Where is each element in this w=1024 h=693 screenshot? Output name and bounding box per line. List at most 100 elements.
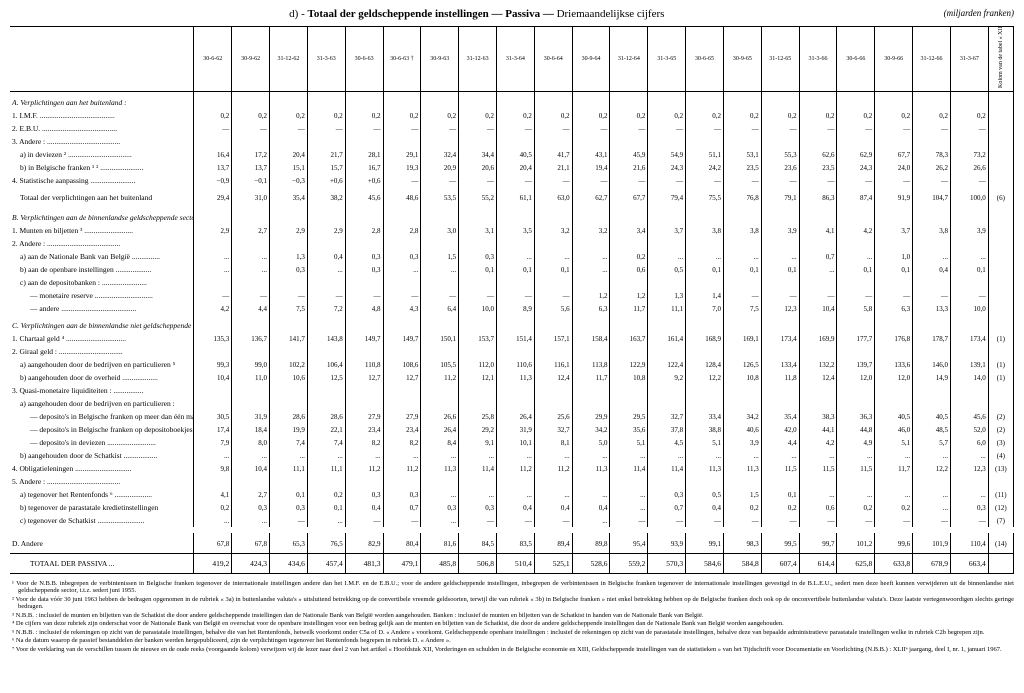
cell: 101,2	[837, 534, 875, 554]
col-header: 30-9-63	[421, 27, 459, 92]
section-label: B. Verplichtingen aan de binnenlandse ge…	[10, 207, 194, 224]
cell: 28,1	[345, 148, 383, 161]
cell	[913, 315, 951, 332]
header-row: d) - Totaal der geldscheppende instellin…	[10, 8, 1014, 20]
cell: 11,5	[837, 462, 875, 475]
note-cell: (7)	[988, 514, 1013, 527]
cell	[723, 475, 761, 488]
cell	[270, 397, 308, 410]
note-cell	[988, 475, 1013, 488]
cell: 1,2	[610, 289, 648, 302]
cell: 122,9	[610, 358, 648, 371]
cell: 0,2	[307, 109, 345, 122]
cell: 14,9	[913, 371, 951, 384]
col-header: 30-6-66	[837, 27, 875, 92]
cell: 584,8	[723, 554, 761, 574]
cell: ...	[950, 250, 988, 263]
cell	[383, 475, 421, 488]
footnote-line: ⁷ Voor de verklaring van de verschillen …	[18, 646, 1014, 653]
cell	[383, 237, 421, 250]
note-cell	[988, 207, 1013, 224]
cell: 10,6	[270, 371, 308, 384]
cell: ...	[913, 488, 951, 501]
cell: 0,2	[875, 109, 913, 122]
cell: 3,9	[723, 436, 761, 449]
cell: —	[459, 514, 497, 527]
cell: 99,5	[761, 534, 799, 554]
note-cell	[988, 345, 1013, 358]
cell	[837, 135, 875, 148]
cell	[345, 397, 383, 410]
side-note-header: Kolom van de tabel « XIII. d» geldschepp…	[988, 27, 1013, 92]
cell: 10,4	[194, 371, 232, 384]
note-cell	[988, 161, 1013, 174]
cell	[610, 475, 648, 488]
cell	[648, 207, 686, 224]
cell	[648, 475, 686, 488]
note-cell	[988, 92, 1013, 110]
cell: 81,6	[421, 534, 459, 554]
cell	[534, 207, 572, 224]
cell	[232, 475, 270, 488]
cell: ...	[421, 514, 459, 527]
cell: 22,1	[307, 423, 345, 436]
cell	[194, 397, 232, 410]
cell: —	[345, 514, 383, 527]
row-label: 4. Obligatieleningen ...................…	[10, 462, 194, 475]
cell: ...	[913, 501, 951, 514]
cell	[723, 92, 761, 110]
cell: 8,4	[421, 436, 459, 449]
note-cell: (14)	[988, 534, 1013, 554]
cell: 0,3	[232, 501, 270, 514]
cell: ...	[572, 488, 610, 501]
cell: ...	[421, 449, 459, 462]
note-cell: (3)	[988, 436, 1013, 449]
label-header	[10, 27, 194, 92]
cell: 12,7	[383, 371, 421, 384]
cell: 93,9	[648, 534, 686, 554]
cell: 20,9	[421, 161, 459, 174]
cell	[383, 384, 421, 397]
cell: 3,1	[459, 224, 497, 237]
cell	[459, 135, 497, 148]
cell	[572, 207, 610, 224]
cell: 4,2	[799, 436, 837, 449]
cell	[913, 237, 951, 250]
cell: 28,6	[307, 410, 345, 423]
row-label: TOTAAL DER PASSIVA ...	[10, 554, 194, 574]
cell: 141,7	[270, 332, 308, 345]
cell: 0,2	[761, 109, 799, 122]
cell: 0,1	[307, 501, 345, 514]
footnote-line: ⁵ N.B.B. : inclusief de rekeningen op zi…	[18, 629, 1014, 636]
cell: 5,0	[572, 436, 610, 449]
cell: 0,2	[497, 109, 535, 122]
cell: —	[913, 174, 951, 188]
cell	[875, 207, 913, 224]
cell	[497, 397, 535, 410]
cell	[194, 135, 232, 148]
cell	[307, 237, 345, 250]
cell: 38,8	[686, 423, 724, 436]
cell: 0,3	[270, 501, 308, 514]
cell	[421, 237, 459, 250]
cell: 8,0	[232, 436, 270, 449]
cell: 5,6	[534, 302, 572, 315]
cell: 4,2	[837, 224, 875, 237]
cell	[610, 397, 648, 410]
cell	[534, 135, 572, 148]
cell: —	[421, 289, 459, 302]
cell	[459, 384, 497, 397]
cell: 0,3	[345, 250, 383, 263]
cell: +0,6	[345, 174, 383, 188]
cell: 5,8	[837, 302, 875, 315]
cell: 479,1	[383, 554, 421, 574]
cell: —	[610, 514, 648, 527]
column-header-row: 30-6-6230-9-6231-12-6231-3-6330-6-6330-6…	[10, 27, 1014, 92]
cell: 48,6	[383, 188, 421, 208]
cell	[534, 475, 572, 488]
cell: —	[497, 514, 535, 527]
cell: 23,5	[723, 161, 761, 174]
cell	[610, 315, 648, 332]
cell: 0,3	[345, 263, 383, 276]
cell: 0,3	[345, 488, 383, 501]
